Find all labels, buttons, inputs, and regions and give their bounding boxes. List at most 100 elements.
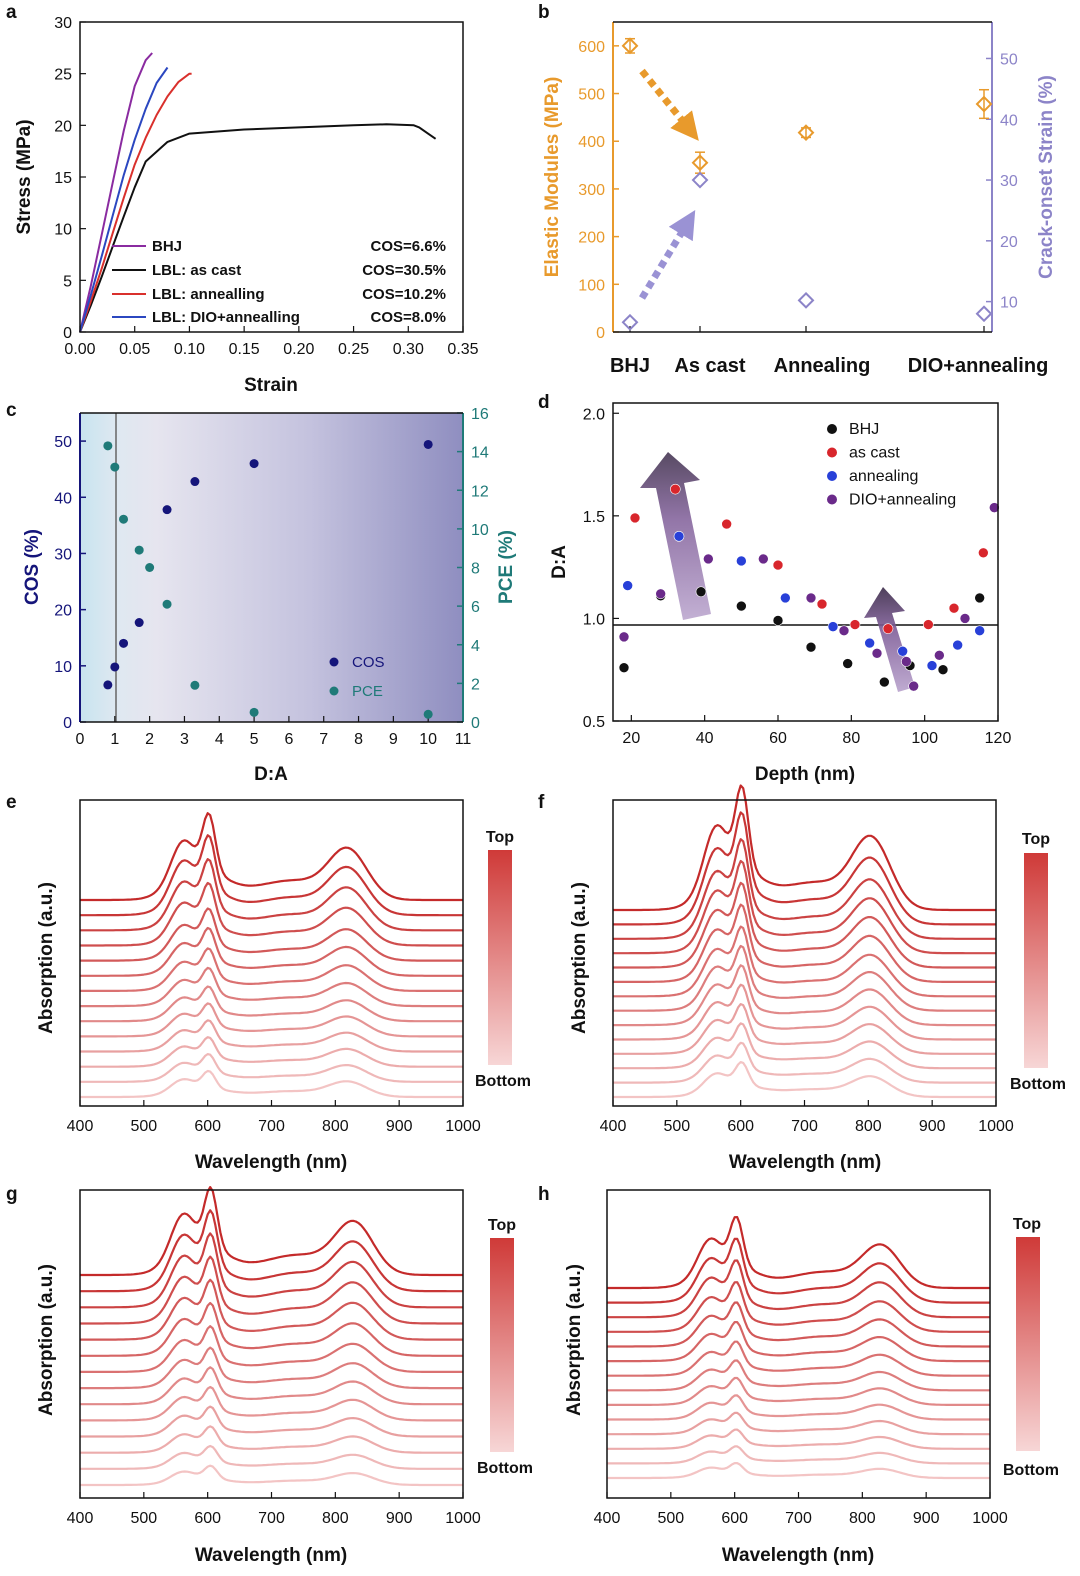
panel-e-spectrum-curve <box>80 926 463 977</box>
panel-b-ylabel-right: Crack-onset Strain (%) <box>1036 75 1057 279</box>
panel-d-ticks: 20 40 60 80 100 120 0.5 1.0 1.5 2.0 <box>583 406 1012 747</box>
panel-h-spectrum-curve <box>607 1445 990 1465</box>
panel-e-xtick-label: 500 <box>130 1118 157 1135</box>
panel-b-ytick-left-label: 100 <box>578 277 605 294</box>
panel-f-xtick-label: 400 <box>600 1118 627 1135</box>
panel-h-colorbar-top: Top <box>1013 1216 1041 1233</box>
panel-c-pce-point <box>134 545 144 555</box>
panel-d-point-d_purple <box>655 588 666 600</box>
panel-label-d: d <box>538 392 550 413</box>
panel-b-cos-marker <box>975 305 993 323</box>
panel-d-point-d_purple <box>989 502 1000 513</box>
panel-c-cos-point <box>110 662 120 672</box>
panel-f-spectrum-curve <box>613 1061 996 1099</box>
panel-g-colorbar-top: Top <box>488 1217 516 1234</box>
panel-d-legend-marker <box>827 447 837 458</box>
panel-e-spectrum-curve <box>80 834 463 917</box>
panel-c-xtick-label: 0 <box>76 731 85 748</box>
panel-f-spectrum-curve <box>613 838 996 940</box>
panel-b-modulus-marker <box>797 124 815 142</box>
panel-d-point-d_purple <box>703 553 714 565</box>
panel-f-xtick-label: 600 <box>727 1118 754 1135</box>
panel-h-xtick-label: 1000 <box>972 1510 1008 1527</box>
panel-h-xtick-label: 800 <box>849 1510 876 1527</box>
panel-b-cos-marker <box>621 313 639 331</box>
legend-label-dio: LBL: DIO+annealling <box>152 309 300 326</box>
panel-f: f 400 500 600 700 800 900 1000 Top Bottom Wave… <box>538 784 1066 1173</box>
panel-g-spectrum-curve <box>80 1186 463 1277</box>
panel-e-spectrum-curve <box>80 1036 463 1068</box>
panel-a-xtick-label: 0.25 <box>338 341 369 358</box>
panel-c-xtick-label: 8 <box>354 731 363 748</box>
panel-c-ytick-right-label: 0 <box>471 715 480 732</box>
panel-d-point-d_purple <box>871 647 883 659</box>
panel-c-cos-point <box>134 618 144 628</box>
panel-c-background <box>80 413 463 722</box>
panel-h-spectrum-curve <box>607 1301 990 1348</box>
panel-f-spectrum-curve <box>613 881 996 969</box>
panel-d-point-d_black <box>879 676 890 688</box>
panel-h-xtick-label: 400 <box>594 1510 621 1527</box>
panel-h-spectrum-curve <box>607 1376 990 1406</box>
panel-c-ytick-right-label: 12 <box>471 483 489 500</box>
panel-g-xtick-label: 1000 <box>445 1510 481 1527</box>
panel-d-point-d_black <box>974 592 985 604</box>
panel-f-spectrum-curve <box>613 983 996 1041</box>
panel-h-frame <box>606 1189 991 1499</box>
panel-a-line-ascast <box>79 123 437 333</box>
panel-a-xtick-label: 0.20 <box>283 341 314 358</box>
panel-e-frame <box>79 799 464 1107</box>
panel-h-spectrum-curve <box>607 1321 990 1363</box>
panel-c-xtick-label: 1 <box>110 731 119 748</box>
panel-b-cos-marker <box>691 171 709 189</box>
panel-d-point-d_black <box>618 662 630 673</box>
panel-h-xtick-label: 900 <box>913 1510 940 1527</box>
panel-c-cos-point <box>190 477 200 487</box>
panel-d-point-d_blue <box>780 592 791 604</box>
panel-c-cos-point <box>119 638 129 648</box>
panel-b-ylabel-left: Elastic Modules (MPa) <box>542 77 563 278</box>
panel-d-legend-label: BHJ <box>849 421 879 438</box>
panel-f-colorbar-bottom: Bottom <box>1010 1076 1066 1093</box>
panel-d-ytick-label: 1.0 <box>583 611 605 628</box>
panel-f-colorbar <box>1024 853 1048 1068</box>
panel-g-ylabel: Absorption (a.u.) <box>36 1264 57 1416</box>
panel-d-point-d_blue <box>952 639 963 651</box>
panel-c-cos-point <box>103 680 113 690</box>
panel-label-b: b <box>538 2 550 23</box>
panel-b-category-label: As cast <box>674 355 745 377</box>
panel-e-spectrum-curve <box>80 907 463 962</box>
panel-e-xtick-label: 400 <box>67 1118 94 1135</box>
panel-h-spectrum-curve <box>607 1340 990 1377</box>
panel-h-spectrum-curve <box>607 1428 990 1450</box>
panel-c-cos-point <box>162 505 172 515</box>
panel-d-point-d_black <box>772 615 784 626</box>
panel-d-point-d_blue <box>864 637 875 649</box>
panel-e-xtick-label: 600 <box>194 1118 221 1135</box>
panel-c-legend: COS PCE <box>329 654 385 700</box>
panel-c-pce-point <box>145 563 155 572</box>
panel-e-spectrum-curve <box>80 985 463 1023</box>
panel-d-legend-label: annealing <box>849 468 918 485</box>
panel-a-ticks: 0.00 0.05 0.10 0.15 0.20 0.25 0.30 0.35 0 5 10 15 20… <box>54 15 478 358</box>
panel-c-ytick-right-label: 4 <box>471 638 480 655</box>
panel-c-ytick-left-label: 20 <box>54 603 72 620</box>
panel-c-pce-point <box>119 514 129 524</box>
panel-f-spectrum-curve <box>613 903 996 983</box>
legend-cos-dio: COS=8.0% <box>371 309 446 326</box>
panel-h-xtick-label: 600 <box>721 1510 748 1527</box>
panel-h-xtick-label: 700 <box>785 1510 812 1527</box>
panel-g-spectrum-curve <box>80 1278 463 1341</box>
panel-g-xtick-label: 600 <box>194 1510 221 1527</box>
panel-e-xtick-label: 700 <box>258 1118 285 1135</box>
panel-f-xtick-label: 700 <box>791 1118 818 1135</box>
panel-f-ylabel: Absorption (a.u.) <box>569 882 590 1034</box>
panel-c-ytick-left-label: 50 <box>54 434 72 451</box>
panel-d-point-d_purple <box>758 553 769 565</box>
panel-b-ytick-right-label: 30 <box>1000 173 1018 190</box>
panel-c-ytick-right-label: 16 <box>471 406 489 423</box>
panel-g-xtick-label: 800 <box>322 1510 349 1527</box>
panel-c-pce-point <box>103 441 113 451</box>
panel-f-spectrum-curve <box>613 784 996 912</box>
panel-label-g: g <box>6 1184 18 1205</box>
